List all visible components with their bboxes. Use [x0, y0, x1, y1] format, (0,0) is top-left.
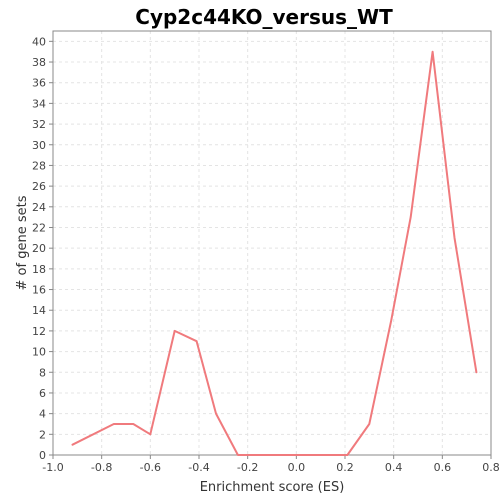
y-tick-label: 12	[32, 325, 46, 338]
y-tick-label: 32	[32, 118, 46, 131]
x-tick-label: -1.0	[42, 461, 63, 474]
chart-title: Cyp2c44KO_versus_WT	[135, 5, 393, 29]
y-tick-label: 38	[32, 56, 46, 69]
x-tick-label: -0.2	[237, 461, 258, 474]
x-tick-label: 0.8	[482, 461, 500, 474]
y-tick-label: 8	[39, 366, 46, 379]
y-tick-label: 0	[39, 449, 46, 462]
grid	[52, 31, 492, 456]
y-tick-label: 28	[32, 159, 46, 172]
y-tick-label: 30	[32, 139, 46, 152]
y-tick-label: 20	[32, 242, 46, 255]
axes	[52, 30, 492, 456]
x-tick-label: -0.8	[91, 461, 112, 474]
y-tick-label: 22	[32, 221, 46, 234]
y-tick-label: 24	[32, 201, 46, 214]
y-tick-label: 26	[32, 180, 46, 193]
x-tick-label: 0.4	[385, 461, 403, 474]
y-tick-label: 18	[32, 263, 46, 276]
y-tick-label: 36	[32, 77, 46, 90]
x-tick-label: 0.0	[288, 461, 306, 474]
y-tick-label: 40	[32, 35, 46, 48]
x-axis-label: Enrichment score (ES)	[200, 480, 345, 495]
x-axis-ticks: -1.0 -0.8 -0.6 -0.4 -0.2 0.0 0.2 0.4 0.6 0.8	[42, 455, 500, 474]
y-tick-label: 4	[39, 408, 46, 421]
y-tick-label: 10	[32, 346, 46, 359]
y-axis-label: # of gene sets	[15, 195, 30, 290]
y-tick-label: 34	[32, 97, 46, 110]
y-tick-label: 14	[32, 304, 46, 317]
plot-frame	[52, 30, 492, 456]
x-tick-label: 0.6	[434, 461, 452, 474]
y-tick-label: 2	[39, 428, 46, 441]
x-tick-label: -0.6	[140, 461, 161, 474]
x-tick-label: 0.2	[336, 461, 354, 474]
x-tick-label: -0.4	[188, 461, 209, 474]
y-tick-label: 16	[32, 284, 46, 297]
y-tick-label: 6	[39, 387, 46, 400]
series-layer	[71, 50, 478, 456]
series-line	[71, 50, 478, 456]
